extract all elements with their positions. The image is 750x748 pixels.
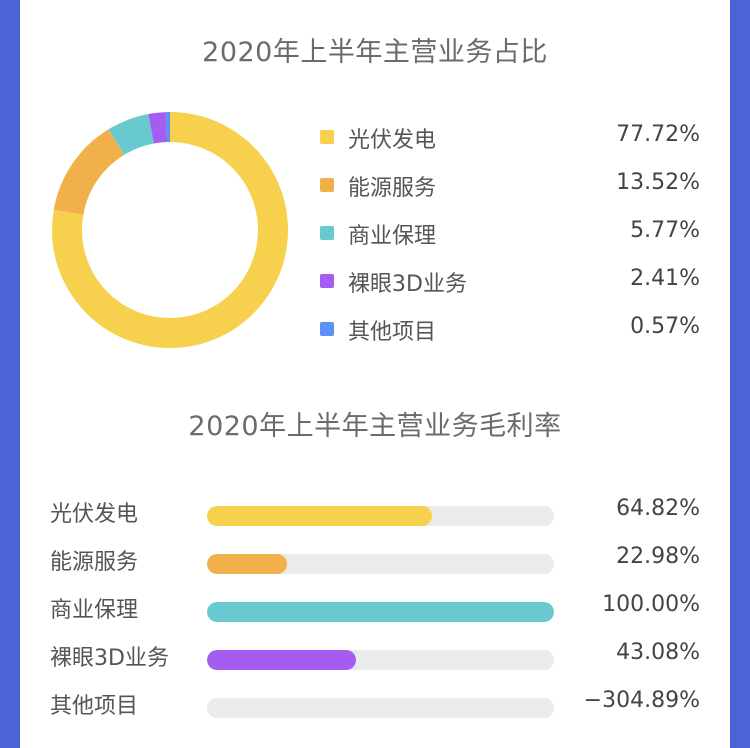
bar-track — [207, 506, 554, 526]
legend-swatch — [320, 178, 334, 192]
bar-row: 裸眼3D业务 43.08% — [50, 640, 700, 684]
pie-chart-title: 2020年上半年主营业务占比 — [202, 37, 548, 68]
pie-slice — [52, 112, 288, 348]
bar-track — [207, 602, 554, 622]
bar-fill — [207, 650, 357, 670]
legend-item: 商业保理 5.77% — [320, 216, 700, 256]
bar-label: 能源服务 — [50, 550, 139, 575]
bar-row: 其他项目 −304.89% — [50, 688, 700, 732]
bar-value: 64.82% — [616, 496, 700, 521]
bar-row: 光伏发电 64.82% — [50, 496, 700, 540]
legend-swatch — [320, 274, 334, 288]
bar-row: 能源服务 22.98% — [50, 544, 700, 588]
bar-value: 43.08% — [616, 640, 700, 665]
bar-label: 商业保理 — [50, 598, 139, 623]
donut-chart — [52, 112, 288, 348]
legend-item: 光伏发电 77.72% — [320, 120, 700, 160]
legend-item: 能源服务 13.52% — [320, 168, 700, 208]
legend-swatch — [320, 130, 334, 144]
bar-label: 光伏发电 — [50, 502, 139, 527]
legend-swatch — [320, 322, 334, 336]
bar-value: 22.98% — [616, 544, 700, 569]
bar-fill — [207, 554, 287, 574]
bar-fill — [207, 602, 554, 622]
legend-label: 其他项目 — [348, 320, 437, 345]
legend-value: 0.57% — [630, 314, 700, 339]
legend-value: 5.77% — [630, 218, 700, 243]
bar-track — [207, 650, 554, 670]
legend-value: 2.41% — [630, 266, 700, 291]
legend-label: 光伏发电 — [348, 128, 437, 153]
legend-value: 77.72% — [616, 122, 700, 147]
legend-label: 商业保理 — [348, 224, 437, 249]
bar-value: −304.89% — [583, 688, 700, 713]
legend-swatch — [320, 226, 334, 240]
bar-track — [207, 554, 554, 574]
legend-item: 裸眼3D业务 2.41% — [320, 264, 700, 304]
legend-item: 其他项目 0.57% — [320, 312, 700, 352]
chart-card: 2020年上半年主营业务占比 光伏发电 77.72% 能源服务 13.52% 商业保理 5… — [20, 0, 730, 748]
legend-label: 能源服务 — [348, 176, 437, 201]
legend-label: 裸眼3D业务 — [348, 272, 467, 297]
bar-row: 商业保理 100.00% — [50, 592, 700, 636]
bar-fill — [207, 506, 432, 526]
bar-value: 100.00% — [602, 592, 700, 617]
bar-label: 裸眼3D业务 — [50, 646, 169, 671]
bar-label: 其他项目 — [50, 694, 139, 719]
bar-track — [207, 698, 554, 718]
bar-chart-title: 2020年上半年主营业务毛利率 — [188, 411, 562, 442]
legend-value: 13.52% — [616, 170, 700, 195]
